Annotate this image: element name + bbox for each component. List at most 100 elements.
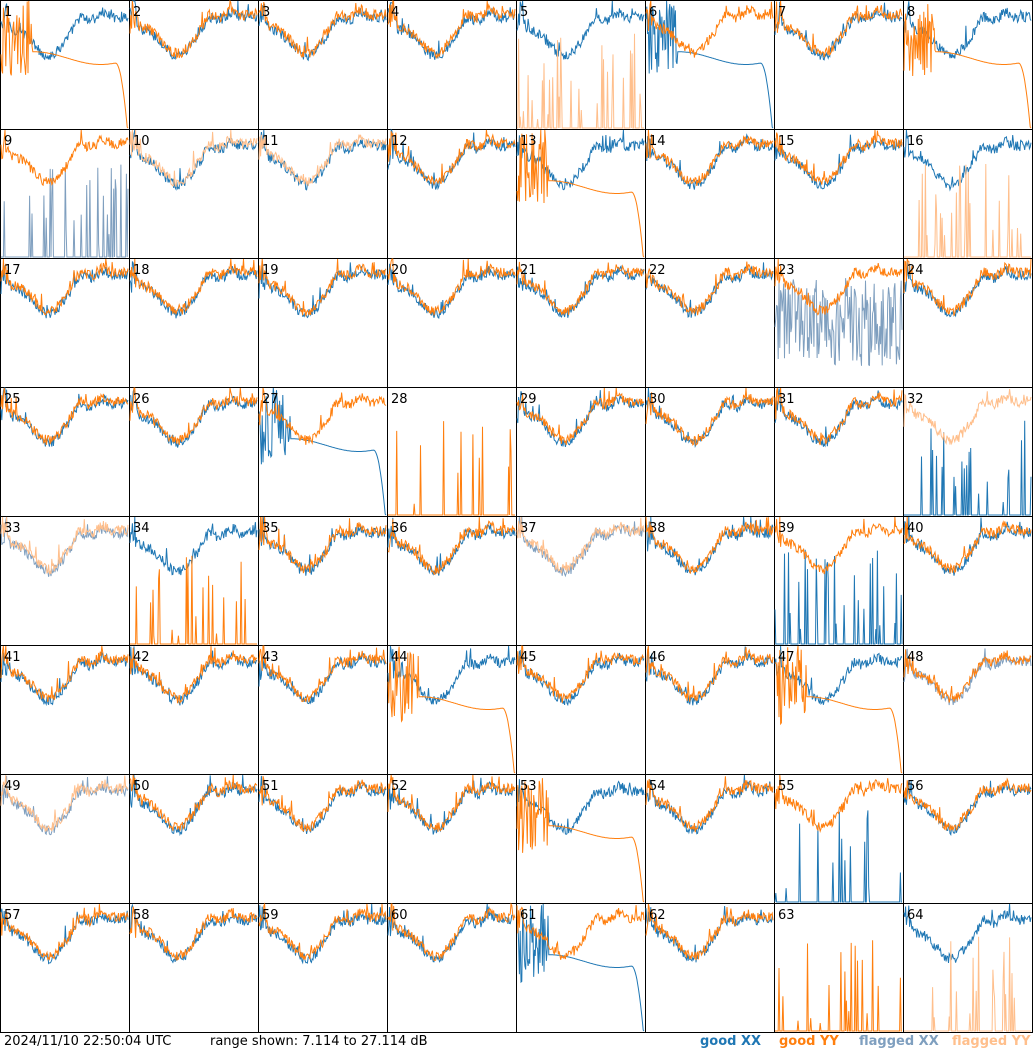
legend-flagged-yy: flagged YY [952, 1034, 1031, 1049]
panel-20: 20 [387, 258, 517, 388]
panel-label: 4 [391, 5, 399, 20]
panel-44: 44 [387, 645, 517, 775]
series-yy [258, 902, 387, 960]
panel-34: 34 [129, 516, 259, 646]
panel-label: 21 [520, 263, 537, 278]
series-yy [774, 387, 903, 446]
series-yy [387, 258, 516, 316]
panel-label: 13 [520, 134, 537, 149]
series-yy [645, 129, 774, 186]
panel-33: 33 [0, 516, 130, 646]
panel-label: 14 [649, 134, 666, 149]
series-yy [0, 516, 129, 576]
series-xx [645, 0, 774, 129]
series-yy [129, 906, 258, 962]
series-yy [516, 645, 644, 703]
series-yy [516, 261, 645, 316]
panel-label: 30 [649, 392, 666, 407]
panel-label: 9 [4, 134, 12, 149]
panel-45: 45 [516, 645, 646, 775]
panel-31: 31 [774, 387, 904, 517]
series-xx [1, 164, 129, 258]
panel-55: 55 [774, 774, 904, 904]
panel-27: 27 [258, 387, 388, 517]
series-yy [258, 387, 387, 445]
series-yy [774, 516, 903, 575]
panel-14: 14 [645, 129, 775, 259]
panel-label: 38 [649, 521, 666, 536]
panel-label: 33 [4, 521, 21, 536]
panel-2: 2 [129, 0, 259, 130]
panel-label: 22 [649, 263, 666, 278]
panel-42: 42 [129, 645, 259, 775]
panel-4: 4 [387, 0, 517, 130]
panel-60: 60 [387, 902, 517, 1033]
panel-label: 34 [133, 521, 150, 536]
series-yy [774, 774, 903, 833]
panel-label: 17 [4, 263, 21, 278]
series-yy [645, 903, 774, 961]
series-yy [903, 516, 1032, 574]
series-xx [130, 388, 258, 448]
panel-label: 12 [391, 134, 408, 149]
panel-17: 17 [0, 258, 130, 388]
panel-9: 9 [0, 129, 130, 259]
series-yy [0, 0, 129, 129]
panel-label: 5 [520, 5, 528, 20]
range-text: range shown: 7.114 to 27.114 dB [210, 1034, 428, 1049]
series-yy [0, 774, 129, 833]
series-yy [774, 129, 903, 185]
panel-39: 39 [774, 516, 904, 646]
panel-5: 5 [516, 0, 646, 130]
panel-7: 7 [774, 0, 904, 130]
panel-label: 28 [391, 392, 408, 407]
panel-label: 6 [649, 5, 657, 20]
panel-label: 54 [649, 779, 666, 794]
series-yy [0, 645, 129, 702]
panel-25: 25 [0, 387, 130, 517]
panel-37: 37 [516, 516, 646, 646]
series-yy [774, 0, 903, 58]
panel-label: 41 [4, 650, 21, 665]
panel-19: 19 [258, 258, 388, 388]
series-yy [258, 258, 387, 317]
series-yy [258, 134, 387, 187]
panel-frame [774, 0, 904, 130]
series-yy [0, 387, 129, 445]
panel-label: 39 [778, 521, 795, 536]
series-xx [387, 1, 516, 60]
series-yy [516, 905, 645, 960]
series-yy [903, 258, 1032, 317]
panel-10: 10 [129, 129, 259, 259]
panel-label: 44 [391, 650, 408, 665]
series-yy [0, 258, 129, 316]
panel-3: 3 [258, 0, 388, 130]
series-xx [774, 1, 903, 61]
series-yy [129, 0, 258, 60]
series-xx [774, 810, 902, 903]
panel-label: 48 [907, 650, 924, 665]
panel-label: 52 [391, 779, 408, 794]
series-yy [645, 387, 774, 447]
panel-label: 23 [778, 263, 795, 278]
panel-54: 54 [645, 774, 775, 904]
legend-good-yy: good YY [779, 1034, 839, 1049]
series-yy [0, 904, 129, 961]
panel-52: 52 [387, 774, 517, 904]
panel-50: 50 [129, 774, 259, 904]
panel-label: 8 [907, 5, 915, 20]
panel-label: 25 [4, 392, 21, 407]
panel-59: 59 [258, 902, 388, 1033]
panel-43: 43 [258, 645, 388, 775]
series-yy [388, 421, 515, 516]
panel-label: 36 [391, 521, 408, 536]
series-yy [0, 129, 129, 187]
panel-label: 64 [907, 908, 924, 923]
panel-label: 15 [778, 134, 795, 149]
panel-label: 62 [649, 908, 666, 923]
panel-label: 53 [520, 779, 537, 794]
panel-47: 47 [774, 645, 904, 775]
series-yy [129, 258, 258, 315]
series-xx [903, 903, 1032, 964]
series-xx [258, 903, 387, 965]
